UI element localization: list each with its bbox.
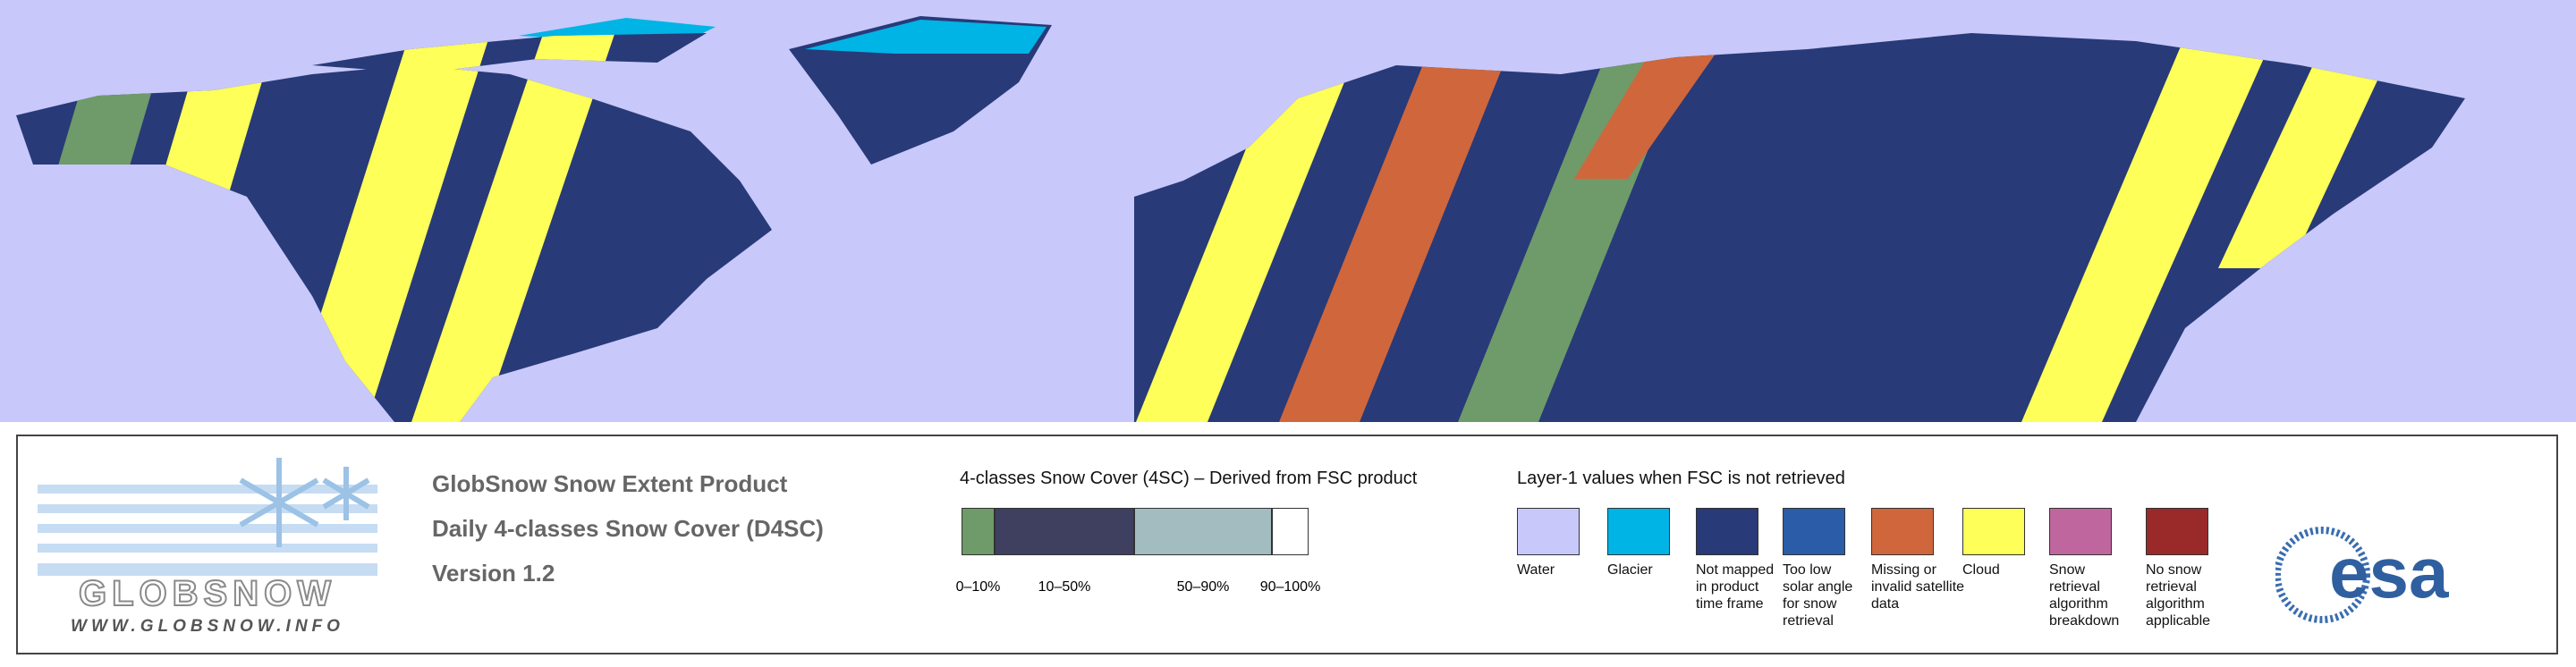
swath	[1279, 33, 1530, 422]
product-line: Daily 4-classes Snow Cover (D4SC)	[432, 515, 824, 542]
layer1-swatch	[1962, 508, 2025, 555]
product-line: GlobSnow Snow Extent Product	[432, 470, 788, 497]
logo-name: GLOBSNOW	[79, 574, 336, 613]
layer1-label: Cloud	[1962, 562, 2000, 578]
swath	[286, 33, 501, 422]
legend-panel: GLOBSNOW WWW.GLOBSNOW.INFO GlobSnow Snow…	[16, 435, 2558, 654]
swath	[411, 33, 626, 422]
snow-map	[0, 0, 2576, 422]
layer1-swatch	[2146, 508, 2208, 555]
fsc-segment	[1134, 508, 1272, 555]
swath	[1136, 33, 1377, 422]
fsc-label: 90–100%	[1259, 579, 1321, 595]
layer1-label: No snow retrieval algorithm applicable	[2146, 562, 2211, 629]
layer1-label: Glacier	[1607, 562, 1653, 578]
swath	[2021, 33, 2290, 422]
product-line: Version 1.2	[432, 560, 555, 587]
layer1-label: Too low solar angle for snow retrieval	[1783, 562, 1853, 629]
layer1-swatch	[1783, 508, 1845, 555]
esa-text: esa	[2329, 533, 2449, 612]
layer1-title: Layer-1 values when FSC is not retrieved	[1517, 469, 1845, 488]
layer1-swatch	[1607, 508, 1670, 555]
logo-url: WWW.GLOBSNOW.INFO	[71, 617, 344, 636]
fsc-label: 0–10%	[955, 579, 1001, 595]
layer1-swatch	[1517, 508, 1580, 555]
layer1-label: Water	[1517, 562, 1555, 578]
layer1-label: Not mapped in product time frame	[1696, 562, 1775, 612]
layer1-swatch	[2049, 508, 2112, 555]
fsc-title: 4-classes Snow Cover (4SC) – Derived fro…	[960, 469, 1418, 488]
fsc-segment	[995, 508, 1134, 555]
layer1-swatch	[1871, 508, 1934, 555]
esa-logo: esa	[2275, 527, 2449, 623]
fsc-segment	[962, 508, 995, 555]
globsnow-logo: GLOBSNOW WWW.GLOBSNOW.INFO	[38, 458, 377, 636]
layer1-swatch	[1696, 508, 1758, 555]
fsc-label: 10–50%	[1038, 579, 1091, 595]
layer1-label: Snow retrieval algorithm breakdown	[2049, 562, 2120, 629]
layer1-label: Missing or invalid satellite data	[1871, 562, 1965, 612]
fsc-segment	[1272, 508, 1309, 555]
fsc-label: 50–90%	[1176, 579, 1230, 595]
greenland-ice	[805, 20, 1046, 54]
